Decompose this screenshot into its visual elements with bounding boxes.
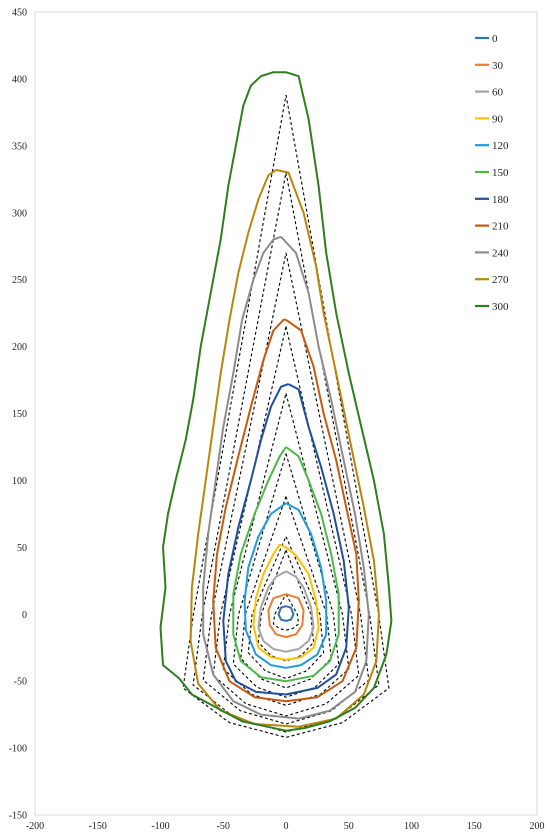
y-tick-label: 200 [12, 342, 27, 353]
x-tick-label: -50 [217, 821, 230, 832]
series-line-210 [212, 318, 360, 703]
dashed-contour-7 [202, 252, 370, 725]
legend-label-60: 60 [492, 87, 504, 99]
y-tick-label: -100 [9, 744, 27, 755]
plot-frame [34, 11, 538, 816]
series-line-90 [252, 543, 320, 661]
dashed-contour-9 [182, 94, 390, 738]
y-tick-label: -150 [9, 811, 27, 822]
series-layer [159, 71, 393, 732]
legend: 0 30 60 90 120 150 180 210 240 270 300 [475, 33, 509, 313]
dashed-contour-4 [232, 453, 340, 698]
legend-label-0: 0 [492, 33, 498, 45]
x-tick-label: 50 [344, 821, 354, 832]
y-tick-label: 350 [12, 141, 27, 152]
y-tick-label: 250 [12, 275, 27, 286]
legend-label-180: 180 [492, 194, 509, 206]
x-tick-label: 150 [467, 821, 482, 832]
x-tick-label: 100 [404, 821, 419, 832]
dashed-contour-1 [257, 549, 315, 662]
y-tick-label: -50 [14, 677, 27, 688]
dashed-contours-layer [182, 94, 390, 738]
legend-label-150: 150 [492, 167, 509, 179]
dashed-contour-5 [222, 393, 350, 706]
y-tick-label: 400 [12, 74, 27, 85]
legend-label-270: 270 [492, 274, 509, 286]
series-line-0 [277, 605, 295, 622]
y-tick-label: 300 [12, 208, 27, 219]
x-tick-label: -100 [151, 821, 169, 832]
x-tick-label: -150 [89, 821, 107, 832]
y-tick-label: 50 [17, 543, 27, 554]
series-line-300 [159, 71, 393, 732]
y-tick-label: 150 [12, 409, 27, 420]
x-tick-labels: -200 -150 -100 -50 0 50 100 150 200 [26, 821, 545, 832]
series-line-150 [232, 446, 340, 683]
x-tick-label: -200 [26, 821, 44, 832]
x-tick-label: 0 [284, 821, 289, 832]
dashed-contour-0 [272, 593, 300, 631]
y-tick-label: 0 [22, 610, 27, 621]
dashed-contour-6 [212, 326, 360, 717]
dashed-contour-8 [192, 172, 380, 733]
dashed-contour-3 [240, 496, 332, 689]
series-line-120 [243, 502, 328, 669]
legend-label-240: 240 [492, 247, 509, 259]
series-line-240 [202, 235, 370, 720]
x-tick-label: 200 [530, 821, 545, 832]
y-tick-label: 100 [12, 476, 27, 487]
y-tick-labels: -150 -100 -50 0 50 100 150 200 250 300 350 400 450 [9, 8, 27, 822]
series-line-180 [222, 383, 350, 696]
legend-label-300: 300 [492, 301, 509, 313]
legend-label-90: 90 [492, 113, 504, 125]
legend-label-30: 30 [492, 60, 504, 72]
series-line-60 [257, 570, 315, 653]
y-tick-label: 450 [12, 8, 27, 19]
legend-label-120: 120 [492, 140, 509, 152]
dashed-contour-2 [247, 536, 325, 680]
series-line-30 [267, 593, 305, 638]
legend-label-210: 210 [492, 221, 509, 233]
